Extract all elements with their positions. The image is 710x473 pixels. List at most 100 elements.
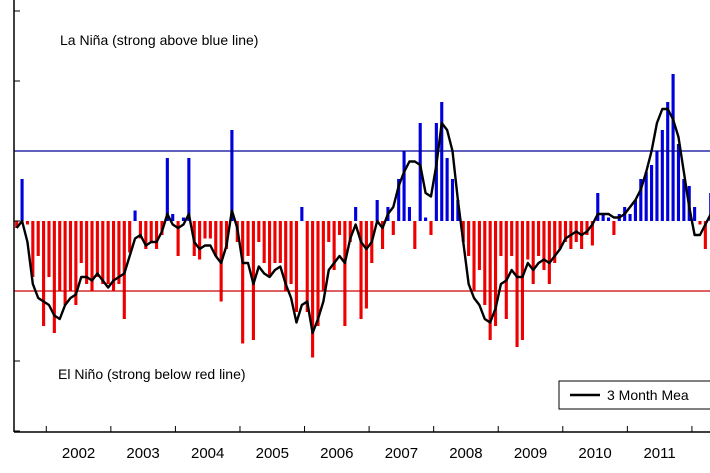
el-nino-bar xyxy=(467,221,471,256)
x-axis-year-labels: 2002 2003 2004 2005 2006 2007 2008 2009 2010 2011… xyxy=(62,445,676,462)
la-nina-bar xyxy=(633,200,637,221)
el-nino-bar xyxy=(504,221,508,319)
el-nino-bar xyxy=(214,221,218,256)
la-nina-bar xyxy=(666,102,670,221)
el-nino-bar xyxy=(36,221,40,256)
el-nino-bar xyxy=(359,221,363,319)
la-nina-bar xyxy=(171,214,175,221)
el-nino-bar xyxy=(590,221,594,246)
el-nino-bar xyxy=(488,221,492,340)
el-nino-bar xyxy=(526,221,530,260)
el-nino-bar xyxy=(149,221,153,242)
el-nino-bar xyxy=(15,221,19,228)
year-label: 2009 xyxy=(514,445,547,462)
el-nino-bar xyxy=(510,221,514,256)
el-nino-bar xyxy=(268,221,272,277)
el-nino-bar xyxy=(138,221,142,239)
la-nina-bar xyxy=(644,172,648,221)
el-nino-bar xyxy=(461,221,465,242)
el-nino-bar xyxy=(520,221,524,340)
el-nino-bar xyxy=(553,221,557,263)
el-nino-bar xyxy=(58,221,62,291)
la-nina-bar xyxy=(628,214,632,221)
el-nino-bar xyxy=(563,221,568,242)
el-nino-bar xyxy=(343,221,347,326)
el-nino-bar xyxy=(74,221,78,305)
el-nino-bar xyxy=(321,221,325,291)
el-nino-bar xyxy=(257,221,261,242)
el-nino-bar xyxy=(25,221,30,225)
el-nino-bar xyxy=(483,221,487,305)
el-nino-bar xyxy=(90,221,94,291)
el-nino-bar xyxy=(585,221,589,235)
el-nino-bar xyxy=(332,221,336,270)
el-nino-bar xyxy=(111,221,116,291)
year-label: 2006 xyxy=(320,445,353,462)
el-nino-bar xyxy=(547,221,551,284)
el-nino-bar xyxy=(63,221,67,305)
el-nino-bar xyxy=(262,221,266,263)
el-nino-bar xyxy=(311,221,315,358)
la-nina-bar xyxy=(133,210,137,221)
el-nino-bar xyxy=(703,221,707,249)
year-label: 2007 xyxy=(385,445,418,462)
el-nino-bar xyxy=(155,221,159,249)
el-nino-bar xyxy=(294,221,299,312)
la-nina-bar xyxy=(424,217,428,221)
el-nino-bar xyxy=(698,221,702,225)
el-nino-bar xyxy=(493,221,498,326)
el-nino-bar xyxy=(537,221,541,256)
el-nino-bar xyxy=(31,221,35,277)
el-nino-bar xyxy=(542,221,546,270)
la-nina-bar xyxy=(187,158,191,221)
el-nino-bar xyxy=(241,221,245,344)
la-nina-bar xyxy=(606,217,611,221)
la-nina-bar xyxy=(639,179,643,221)
la-nina-bar xyxy=(402,151,406,221)
el-nino-bar xyxy=(42,221,46,326)
la-nina-bar xyxy=(655,151,659,221)
el-nino-bar xyxy=(515,221,519,347)
el-nino-bar xyxy=(208,221,212,239)
el-nino-bar xyxy=(337,221,342,235)
el-nino-bar xyxy=(52,221,56,333)
legend-label: 3 Month Mea xyxy=(607,387,689,403)
el-nino-bar xyxy=(472,221,476,291)
year-label: 2004 xyxy=(191,445,224,462)
el-nino-bar xyxy=(558,221,562,249)
la-nina-bar xyxy=(450,179,455,221)
el-nino-bar xyxy=(273,221,277,263)
year-label: 2008 xyxy=(449,445,482,462)
la-nina-bar xyxy=(397,179,401,221)
el-nino-bar xyxy=(612,221,616,235)
el-nino-bar xyxy=(117,221,121,284)
year-label: 2010 xyxy=(578,445,611,462)
la-nina-bar xyxy=(682,179,686,221)
la-nina-bar xyxy=(181,217,186,221)
el-nino-bar xyxy=(380,221,385,249)
la-nina-bar xyxy=(230,130,234,221)
la-nina-bar xyxy=(671,74,675,221)
la-nina-bar xyxy=(445,158,449,221)
el-nino-bar xyxy=(198,221,202,260)
el-nino-bar xyxy=(128,221,132,253)
la-nina-bar xyxy=(676,144,681,221)
el-nino-bar xyxy=(429,221,433,235)
el-nino-bar xyxy=(391,221,395,235)
legend: 3 Month Mea xyxy=(558,380,710,410)
la-nina-bar xyxy=(354,207,358,221)
el-nino-bar xyxy=(85,221,89,284)
el-nino-bar xyxy=(289,221,293,284)
el-nino-bar xyxy=(47,221,51,277)
el-nino-bar xyxy=(316,221,320,326)
el-nino-bar xyxy=(278,221,282,263)
el-nino-bar xyxy=(348,221,352,242)
el-nino-bar xyxy=(95,221,99,277)
la-nina-bar xyxy=(20,179,24,221)
el-nino-bar xyxy=(364,221,368,309)
la-nina-bar xyxy=(418,123,422,221)
el-nino-bar xyxy=(144,221,148,249)
el-nino-bar xyxy=(413,221,417,249)
el-nino-annotation: El Niño (strong below red line) xyxy=(58,366,246,382)
